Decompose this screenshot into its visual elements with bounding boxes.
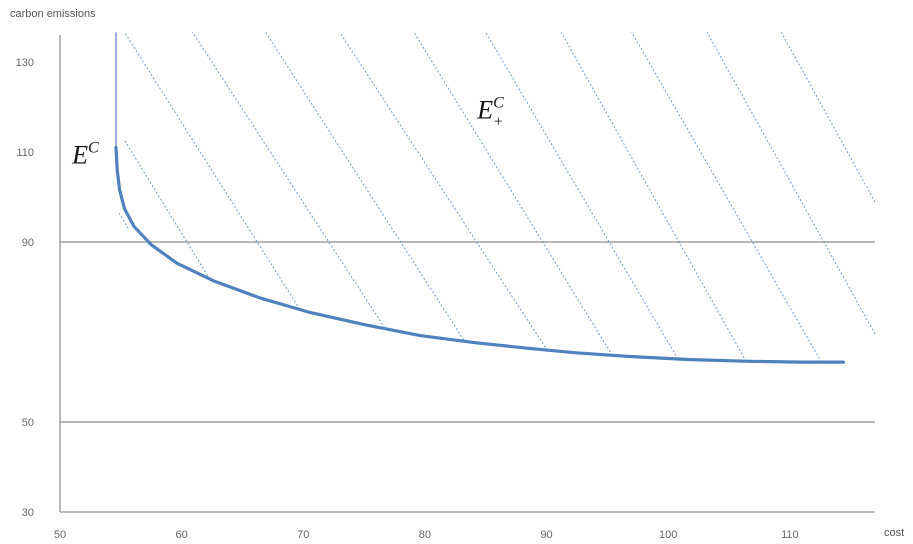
hatch-line-10: [631, 32, 822, 363]
series-layer: [114, 32, 846, 364]
x-tick-label-60: 60: [176, 529, 188, 541]
pareto-frontier-curve: [114, 145, 846, 364]
x-axis-title: cost: [884, 527, 904, 539]
hatch-line-8: [485, 32, 679, 360]
hatch-line-12: [780, 32, 876, 203]
hatch-line-1: [117, 211, 129, 229]
hatch-line-4: [192, 32, 386, 329]
hatch-line-2: [124, 140, 211, 280]
x-tick-label-80: 80: [419, 529, 431, 541]
y-tick-label-130: 130: [16, 57, 34, 69]
hatch-line-6: [339, 32, 546, 348]
y-tick-label-110: 110: [16, 147, 34, 159]
x-tick-label-100: 100: [659, 529, 677, 541]
x-tick-label-50: 50: [54, 529, 66, 541]
tick-labels: 50 60 70 80 90 100 110 30 50 90 110 130: [16, 57, 799, 541]
x-tick-label-90: 90: [540, 529, 552, 541]
annotation-ec: EC: [71, 139, 99, 169]
x-tick-label-110: 110: [781, 529, 799, 541]
hatch-line-5: [265, 32, 465, 341]
axes: [59, 35, 875, 513]
hatch-region: [117, 32, 876, 363]
hatch-line-11: [706, 32, 876, 335]
hatch-line-3: [124, 32, 301, 310]
y-tick-label-30: 30: [22, 507, 34, 519]
y-axis-title: carbon emissions: [10, 8, 96, 20]
y-tick-label-50: 50: [22, 417, 34, 429]
x-tick-label-70: 70: [297, 529, 309, 541]
annotation-ecplus: EC +: [476, 94, 504, 130]
annotations: EC EC +: [71, 94, 504, 169]
hatch-line-9: [560, 32, 747, 362]
y-tick-label-90: 90: [22, 237, 34, 249]
gridlines: [60, 241, 875, 423]
hatch-line-7: [413, 32, 613, 356]
